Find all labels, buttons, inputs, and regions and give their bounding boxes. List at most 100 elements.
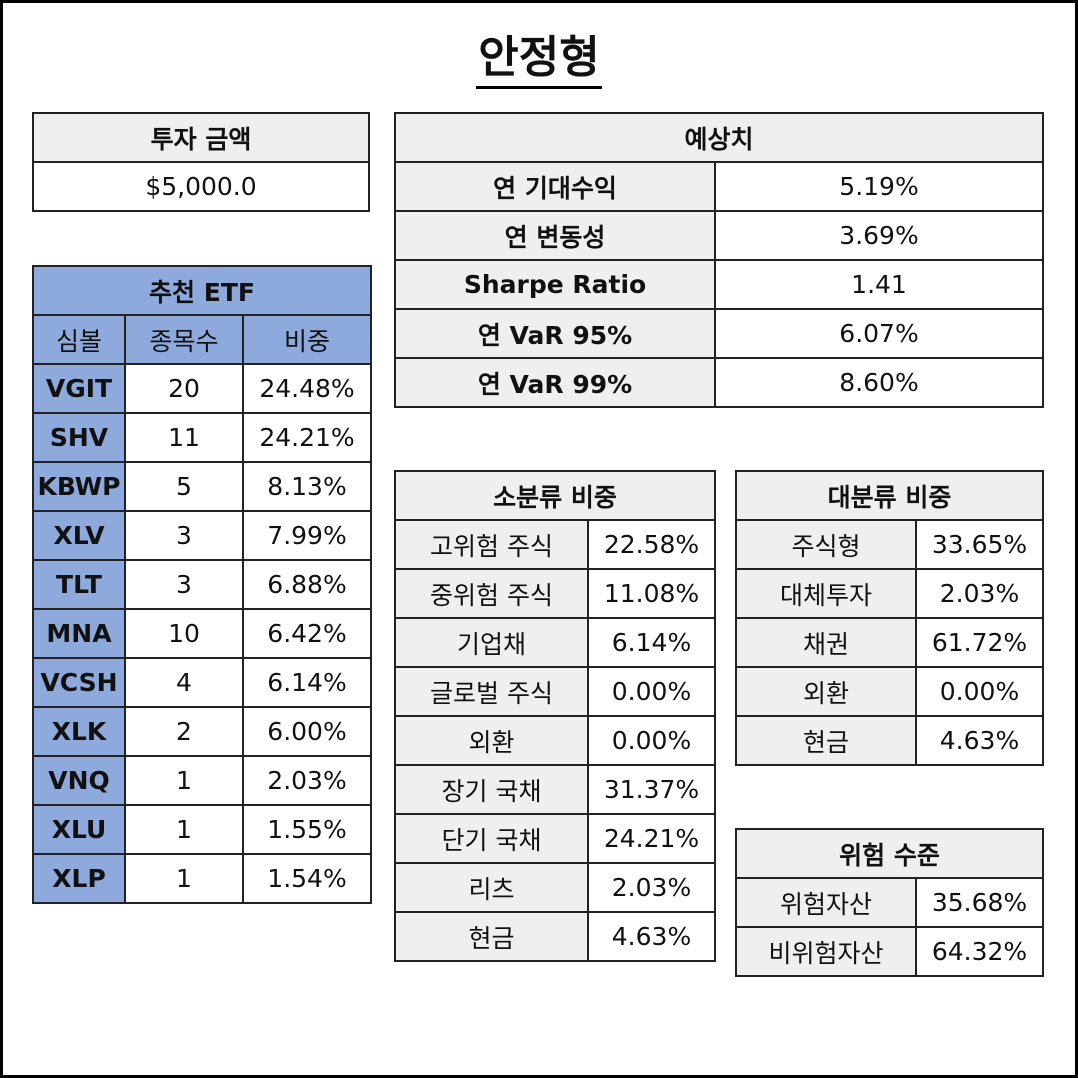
sub-category-label: 중위험 주식 <box>394 568 589 619</box>
etf-column-symbol: 심볼 <box>32 314 126 365</box>
expectations-label: 연 기대수익 <box>394 161 716 212</box>
major-category-row: 외환 0.00% <box>735 666 1044 717</box>
etf-count: 3 <box>124 510 244 561</box>
etf-row: MNA 10 6.42% <box>32 608 373 659</box>
etf-row: XLU 1 1.55% <box>32 804 373 855</box>
etf-rows: VGIT 20 24.48% SHV 11 24.21% KBWP 5 8.13% XLV 3 7.9… <box>32 363 373 904</box>
etf-table: 추천 ETF 심볼 종목수 비중 VGIT 20 24.48% SHV 11 24.21%… <box>31 265 373 904</box>
etf-weight: 1.55% <box>241 804 373 855</box>
expectations-label: Sharpe Ratio <box>394 259 716 310</box>
investment-header: 투자 금액 <box>32 112 370 163</box>
major-category-value: 61.72% <box>915 617 1044 668</box>
etf-weight: 7.99% <box>241 510 373 561</box>
expectations-row: 연 VaR 95% 6.07% <box>394 308 1045 359</box>
sub-category-header: 소분류 비중 <box>394 470 716 521</box>
major-category-label: 현금 <box>735 715 917 766</box>
sub-category-row: 단기 국채 24.21% <box>394 813 716 864</box>
investment-value: $5,000.0 <box>32 161 370 212</box>
major-category-row: 대체투자 2.03% <box>735 568 1044 619</box>
risk-level-header: 위험 수준 <box>735 828 1044 879</box>
sub-category-label: 글로벌 주식 <box>394 666 589 717</box>
etf-symbol: SHV <box>32 412 126 463</box>
major-category-value: 2.03% <box>915 568 1044 619</box>
sub-category-row: 리츠 2.03% <box>394 862 716 913</box>
etf-row: KBWP 5 8.13% <box>32 461 373 512</box>
expectations-row: 연 변동성 3.69% <box>394 210 1045 261</box>
major-category-value: 33.65% <box>915 519 1044 570</box>
sub-category-value: 11.08% <box>587 568 716 619</box>
etf-symbol: XLP <box>32 853 126 904</box>
risk-level-rows: 위험자산 35.68% 비위험자산 64.32% <box>735 877 1044 977</box>
sub-category-label: 기업채 <box>394 617 589 668</box>
etf-weight: 24.48% <box>241 363 373 414</box>
etf-weight: 2.03% <box>241 755 373 806</box>
risk-level-row: 비위험자산 64.32% <box>735 926 1044 977</box>
sub-category-value: 31.37% <box>587 764 716 815</box>
etf-symbol: XLV <box>32 510 126 561</box>
sub-category-value: 2.03% <box>587 862 716 913</box>
etf-weight: 6.42% <box>241 608 373 659</box>
sub-category-row: 기업채 6.14% <box>394 617 716 668</box>
etf-count: 1 <box>124 755 244 806</box>
sub-category-value: 0.00% <box>587 666 716 717</box>
etf-weight: 6.88% <box>241 559 373 610</box>
etf-row: TLT 3 6.88% <box>32 559 373 610</box>
risk-level-label: 비위험자산 <box>735 926 917 977</box>
expectations-header: 예상치 <box>393 112 1045 163</box>
etf-count: 11 <box>124 412 244 463</box>
etf-symbol: VGIT <box>32 363 126 414</box>
major-category-row: 주식형 33.65% <box>735 519 1044 570</box>
sub-category-label: 고위험 주식 <box>394 519 589 570</box>
sub-category-row: 고위험 주식 22.58% <box>394 519 716 570</box>
expectations-value: 1.41 <box>713 259 1045 310</box>
expectations-value: 8.60% <box>713 357 1045 408</box>
etf-weight: 24.21% <box>241 412 373 463</box>
etf-count: 4 <box>124 657 244 708</box>
sub-category-label: 장기 국채 <box>394 764 589 815</box>
sub-category-label: 리츠 <box>394 862 589 913</box>
etf-symbol: VNQ <box>32 755 126 806</box>
etf-column-weight: 비중 <box>241 314 373 365</box>
etf-row: XLV 3 7.99% <box>32 510 373 561</box>
expectations-value: 3.69% <box>713 210 1045 261</box>
major-category-table: 대분류 비중 주식형 33.65% 대체투자 2.03% 채권 61.72% 외환 0.00%… <box>735 470 1044 766</box>
page-title: 안정형 <box>476 30 602 89</box>
sub-category-value: 4.63% <box>587 911 716 962</box>
risk-level-value: 64.32% <box>915 926 1044 977</box>
etf-count: 3 <box>124 559 244 610</box>
sub-category-value: 24.21% <box>587 813 716 864</box>
sub-category-value: 0.00% <box>587 715 716 766</box>
major-category-label: 주식형 <box>735 519 917 570</box>
etf-row: VGIT 20 24.48% <box>32 363 373 414</box>
etf-count: 20 <box>124 363 244 414</box>
sub-category-label: 현금 <box>394 911 589 962</box>
etf-row: XLP 1 1.54% <box>32 853 373 904</box>
expectations-table: 예상치 연 기대수익 5.19% 연 변동성 3.69% Sharpe Ratio 1.4… <box>393 112 1045 408</box>
sub-category-value: 22.58% <box>587 519 716 570</box>
expectations-label: 연 VaR 95% <box>394 308 716 359</box>
expectations-label: 연 변동성 <box>394 210 716 261</box>
etf-column-count: 종목수 <box>124 314 244 365</box>
etf-weight: 1.54% <box>241 853 373 904</box>
expectations-row: 연 기대수익 5.19% <box>394 161 1045 212</box>
etf-count: 1 <box>124 853 244 904</box>
etf-count: 5 <box>124 461 244 512</box>
etf-symbol: KBWP <box>32 461 126 512</box>
sub-category-row: 현금 4.63% <box>394 911 716 962</box>
sub-category-label: 외환 <box>394 715 589 766</box>
sub-category-rows: 고위험 주식 22.58% 중위험 주식 11.08% 기업채 6.14% 글로벌 주식 0.… <box>394 519 716 962</box>
expectations-row: Sharpe Ratio 1.41 <box>394 259 1045 310</box>
sub-category-label: 단기 국채 <box>394 813 589 864</box>
etf-row: VNQ 1 2.03% <box>32 755 373 806</box>
major-category-label: 대체투자 <box>735 568 917 619</box>
etf-symbol: XLU <box>32 804 126 855</box>
expectations-rows: 연 기대수익 5.19% 연 변동성 3.69% Sharpe Ratio 1.41 연 V… <box>394 161 1045 408</box>
sub-category-value: 6.14% <box>587 617 716 668</box>
major-category-label: 채권 <box>735 617 917 668</box>
etf-weight: 6.14% <box>241 657 373 708</box>
etf-weight: 8.13% <box>241 461 373 512</box>
risk-level-value: 35.68% <box>915 877 1044 928</box>
major-category-row: 채권 61.72% <box>735 617 1044 668</box>
risk-level-table: 위험 수준 위험자산 35.68% 비위험자산 64.32% <box>735 828 1044 977</box>
major-category-value: 4.63% <box>915 715 1044 766</box>
